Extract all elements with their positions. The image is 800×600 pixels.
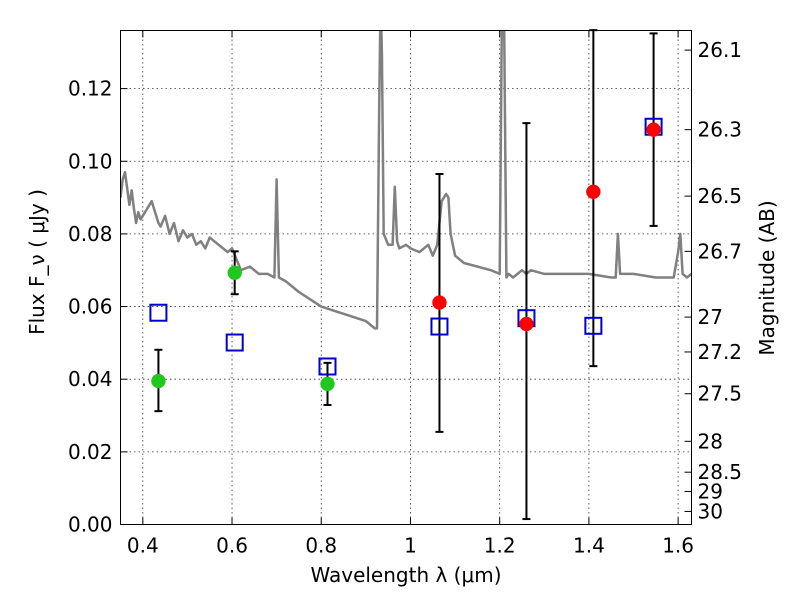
flux-point-marker [519, 316, 534, 332]
x-tick-label: 0.6 [216, 534, 248, 558]
y-tick-label: 0.06 [68, 295, 113, 319]
y-axis-label: Flux F_ν ( μJy ) [25, 189, 49, 335]
model-square-marker [584, 316, 603, 335]
model-spectrum [120, 30, 692, 330]
y-tick-label: 0.10 [68, 149, 113, 173]
model-square-marker [149, 303, 168, 322]
x-tick-label: 1.4 [573, 534, 605, 558]
x-tick-label: 1 [404, 534, 417, 558]
y-tick-label: 0.12 [68, 77, 113, 101]
x-tick-label: 1.2 [484, 534, 516, 558]
flux-point-marker [432, 295, 447, 310]
axis-ticks: 0.4 0.6 0.8 1 1.2 1.4 1.6 0.00 0.02 0.04 0.06 0.08 0… [68, 30, 743, 558]
spectrum-line [120, 30, 692, 330]
y-tick-label: 0.08 [68, 222, 113, 246]
right-tick-label: 28 [698, 429, 723, 453]
flux-point-marker [320, 376, 335, 392]
flux-point-marker [586, 184, 601, 200]
y-tick-label: 0.04 [68, 367, 113, 391]
x-tick-label: 0.4 [127, 534, 159, 558]
model-square-marker [318, 357, 337, 376]
right-tick-label: 26.1 [698, 38, 743, 62]
y-tick-label: 0.02 [68, 440, 113, 464]
model-square-marker [225, 333, 244, 352]
data-markers [149, 117, 663, 392]
right-tick-label: 26.3 [698, 118, 743, 142]
right-tick-label: 27.2 [698, 340, 743, 364]
x-axis-label: Wavelength λ (μm) [310, 563, 501, 587]
right-tick-label: 27.5 [698, 382, 743, 406]
right-tick-label: 28.5 [698, 460, 743, 484]
right-tick-label: 26.7 [698, 239, 743, 263]
right-tick-label: 29 [698, 479, 723, 503]
right-tick-label: 26.5 [698, 184, 743, 208]
x-tick-label: 0.8 [305, 534, 337, 558]
y-tick-label: 0.00 [68, 513, 113, 537]
right-axis-label: Magnitude (AB) [755, 200, 779, 355]
plot-frame [120, 30, 692, 525]
flux-point-marker [646, 122, 661, 137]
flux-point-marker [151, 373, 166, 389]
model-square-marker [430, 317, 449, 336]
right-tick-label: 30 [698, 499, 723, 523]
flux-point-marker [227, 265, 242, 281]
x-tick-label: 1.6 [662, 534, 694, 558]
right-tick-label: 27 [698, 305, 723, 329]
